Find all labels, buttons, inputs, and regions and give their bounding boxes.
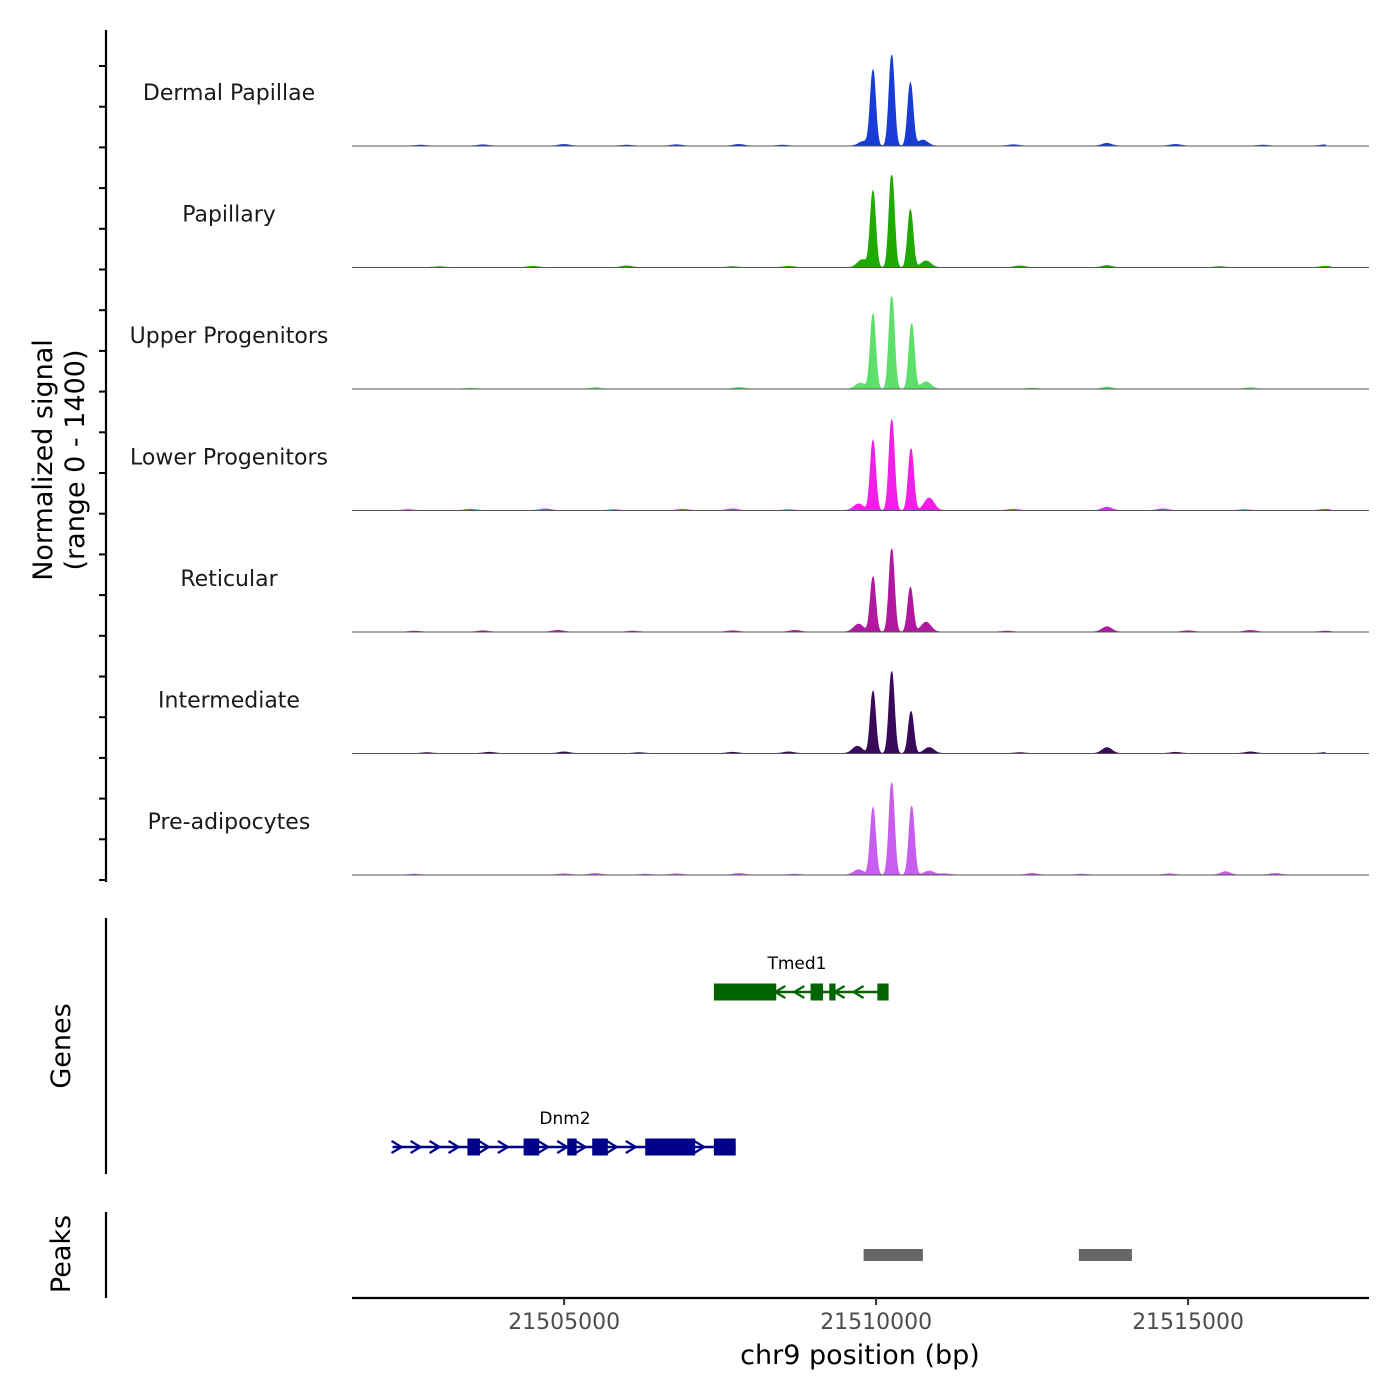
track-label: Papillary	[182, 203, 276, 228]
x-axis-title: chr9 position (bp)	[740, 1340, 980, 1371]
strand-chevron	[537, 1140, 551, 1154]
x-axis-ticks: 21505000 21510000 21515000	[508, 1298, 1244, 1335]
x-tick-label: 21515000	[1132, 1310, 1244, 1335]
strand-chevron	[575, 1140, 588, 1154]
gene-exon	[645, 1138, 696, 1156]
signal-area	[352, 174, 1333, 268]
signal-area	[352, 671, 1326, 754]
strand-chevron	[428, 1140, 442, 1154]
signal-tracks: Dermal Papillae Papillary Upper Progenitor…	[130, 54, 1369, 876]
signal-y-axis-title-line1: Normalized signal	[28, 339, 59, 581]
strand-chevron	[625, 1140, 638, 1154]
strand-chevron	[792, 985, 805, 999]
gene-models: Tmed1 Dnm2	[390, 954, 889, 1156]
gene-exon	[829, 983, 836, 1001]
strand-chevron	[447, 1140, 461, 1154]
gene-exon	[567, 1138, 577, 1156]
gene-dnm2: Dnm2	[390, 1109, 736, 1156]
gene-exon	[713, 983, 777, 1001]
strand-chevron	[693, 1140, 707, 1154]
strand-chevron	[390, 1140, 404, 1154]
track-lower-progenitors: Lower Progenitors	[130, 419, 1369, 511]
signal-area	[352, 781, 1332, 876]
strand-chevron	[556, 1140, 570, 1154]
track-pre-adipocytes: Pre-adipocytes	[148, 781, 1369, 876]
track-label: Lower Progenitors	[130, 446, 328, 471]
track-dermal-papillae: Dermal Papillae	[143, 54, 1369, 147]
signal-y-axis-title-line2: (range 0 - 1400)	[60, 350, 91, 571]
x-tick-label: 21510000	[820, 1310, 932, 1335]
gene-exon	[467, 1138, 480, 1156]
gene-exon	[592, 1138, 608, 1156]
gene-label: Tmed1	[766, 954, 826, 974]
track-label: Upper Progenitors	[130, 324, 329, 349]
peak-region-bar	[1078, 1249, 1132, 1261]
gene-tmed1: Tmed1	[713, 954, 889, 1001]
strand-chevron	[409, 1140, 423, 1154]
gene-exon	[713, 1138, 736, 1156]
signal-y-axis-ticks	[99, 65, 106, 881]
strand-chevron	[478, 1140, 492, 1154]
gene-label: Dnm2	[539, 1109, 590, 1129]
track-reticular: Reticular	[180, 548, 1369, 633]
strand-chevron	[606, 1140, 619, 1154]
signal-area	[352, 419, 1333, 511]
genes-panel-title: Genes	[46, 1003, 77, 1088]
peak-regions	[863, 1249, 1132, 1261]
gene-exon	[810, 983, 824, 1001]
x-tick-label: 21505000	[508, 1310, 620, 1335]
track-label: Dermal Papillae	[143, 81, 315, 106]
signal-area	[352, 54, 1326, 147]
peak-region-bar	[863, 1249, 923, 1261]
gene-exon	[877, 983, 889, 1001]
strand-chevron	[851, 985, 865, 999]
track-intermediate: Intermediate	[158, 671, 1369, 754]
track-label: Intermediate	[158, 689, 300, 714]
signal-area	[352, 548, 1333, 633]
track-papillary: Papillary	[182, 174, 1369, 268]
strand-chevron	[497, 1140, 511, 1154]
peaks-panel-title: Peaks	[46, 1215, 77, 1293]
track-label: Pre-adipocytes	[148, 810, 311, 835]
track-upper-progenitors: Upper Progenitors	[130, 296, 1369, 390]
track-label: Reticular	[180, 567, 278, 592]
gene-exon	[523, 1138, 540, 1156]
signal-area	[352, 296, 1332, 390]
